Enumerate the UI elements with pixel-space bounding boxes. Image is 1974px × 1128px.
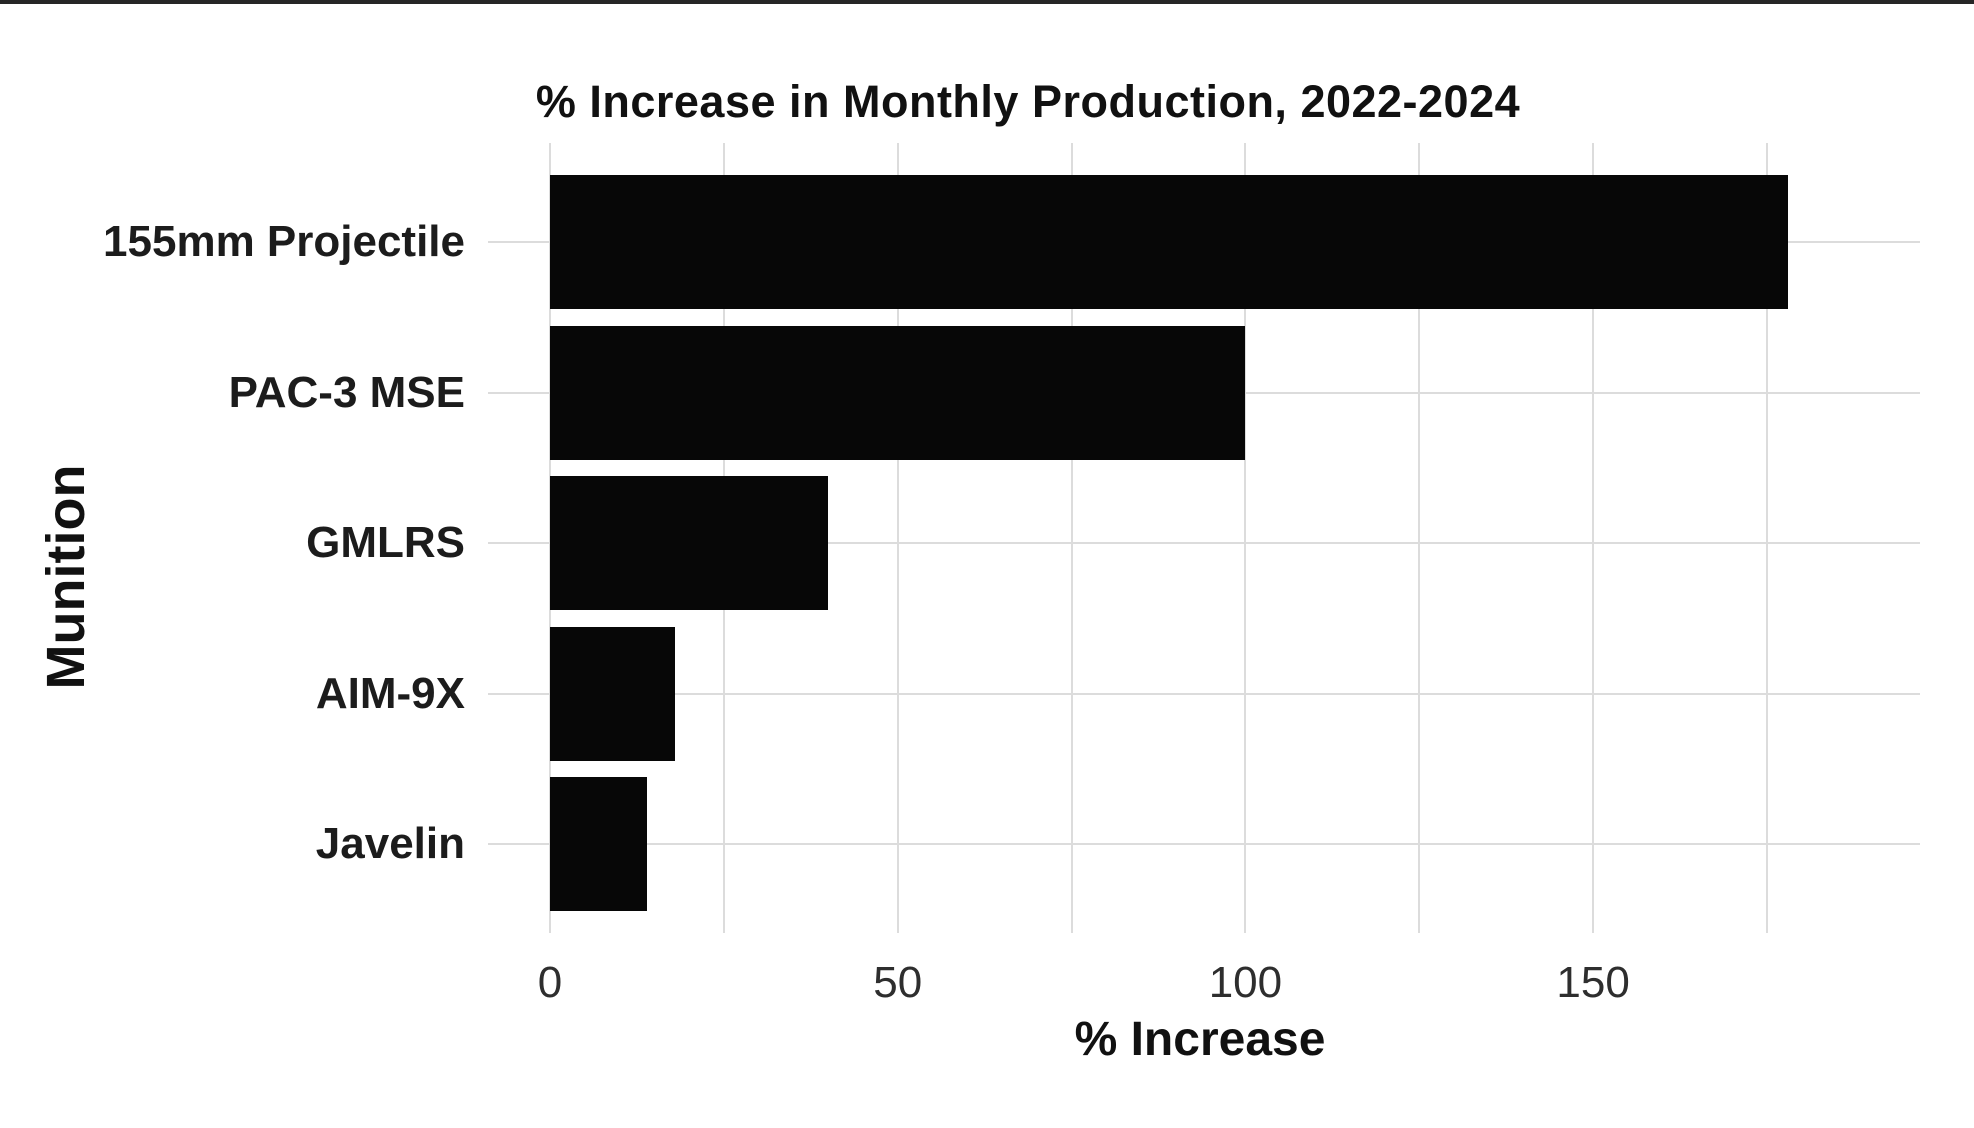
chart-title: % Increase in Monthly Production, 2022-2… <box>535 76 1521 127</box>
top-border-line <box>0 0 1974 4</box>
y-axis-title: Munition <box>36 464 96 690</box>
gridline-vertical <box>1592 143 1595 933</box>
bar-155mm-projectile <box>550 175 1788 309</box>
gridline-horizontal <box>488 692 1920 695</box>
x-axis-title: % Increase <box>1074 1013 1326 1066</box>
y-tick-label-pac-3-mse: PAC-3 MSE <box>228 367 465 417</box>
bar-pac-3-mse <box>550 325 1246 460</box>
gridline-horizontal <box>488 843 1920 845</box>
gridline-vertical <box>1418 143 1421 933</box>
gridline-vertical <box>1766 143 1768 933</box>
x-tick-label-150: 150 <box>1556 958 1630 1007</box>
y-tick-label-aim-9x: AIM-9X <box>315 668 465 718</box>
y-tick-label-155mm-projectile: 155mm Projectile <box>103 217 465 266</box>
plot-panel <box>488 143 1920 933</box>
bar-gmlrs <box>550 476 829 610</box>
bar-javelin <box>550 777 648 911</box>
gridline-vertical <box>896 143 899 933</box>
x-tick-label-50: 50 <box>873 958 923 1007</box>
x-tick-label-100: 100 <box>1208 958 1283 1007</box>
y-tick-label-javelin: Javelin <box>315 819 465 868</box>
gridline-vertical <box>1070 143 1073 933</box>
gridline-horizontal <box>488 542 1920 544</box>
gridline-vertical <box>1244 143 1247 933</box>
bar-aim-9x <box>550 626 676 761</box>
x-tick-label-0: 0 <box>537 958 563 1007</box>
y-tick-label-gmlrs: GMLRS <box>306 518 465 567</box>
